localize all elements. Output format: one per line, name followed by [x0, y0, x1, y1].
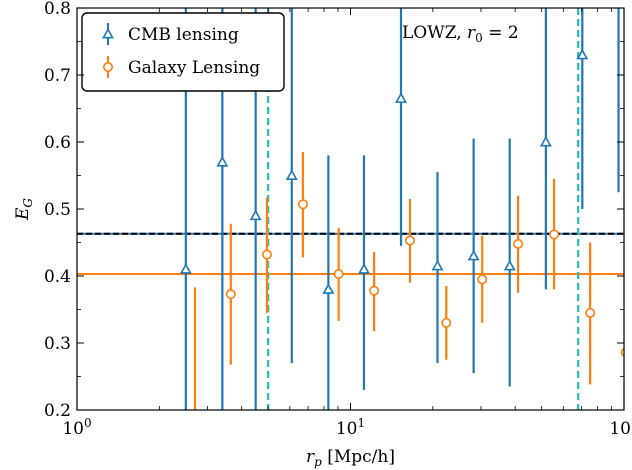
cmb-point-4 — [322, 283, 335, 294]
cmb-point-5 — [358, 263, 370, 274]
legend: CMB lensing Galaxy Lensing — [81, 12, 285, 92]
axes: 0.2 0.3 0.4 0.5 0.6 0.7 0.8 100 101 102 — [44, 0, 632, 439]
galaxy-point-11 — [585, 307, 596, 318]
plot-clipped — [77, 8, 624, 410]
y-tick-label-3: 0.5 — [44, 200, 71, 220]
y-axis-label: EG — [13, 198, 35, 221]
galaxy-point-4 — [333, 268, 344, 279]
cmb-point-6 — [395, 92, 407, 103]
annotation-text: LOWZ, r0 = 2 — [402, 23, 519, 45]
y-tick-label-2: 0.4 — [44, 267, 71, 287]
legend-label-cmb: CMB lensing — [128, 25, 239, 45]
x-tick-label-0: 100 — [62, 416, 91, 439]
galaxy-point-7 — [441, 317, 452, 328]
cmb-point-7 — [431, 259, 444, 271]
galaxy-point-9 — [513, 238, 524, 249]
galaxy-point-2 — [261, 249, 272, 260]
y-tick-label-1: 0.3 — [44, 334, 71, 354]
y-tick-label-5: 0.7 — [44, 66, 71, 86]
cmb-point-0 — [179, 263, 192, 274]
galaxy-point-1 — [225, 289, 236, 300]
cmb-point-10 — [539, 135, 552, 147]
cmb-point-1 — [216, 155, 229, 167]
cmb-point-8 — [467, 249, 480, 261]
x-axis-label: rp [Mpc/h] — [306, 447, 395, 469]
y-tick-label-4: 0.6 — [44, 133, 71, 153]
x-tick-label-2: 102 — [609, 416, 632, 439]
legend-marker-galaxy — [103, 61, 114, 72]
x-tick-label-1: 101 — [336, 416, 365, 439]
galaxy-point-3 — [297, 199, 308, 210]
legend-marker-cmb — [102, 27, 114, 39]
galaxy-point-8 — [477, 274, 488, 285]
cmb-point-2 — [249, 209, 262, 221]
cmb-point-3 — [285, 169, 298, 180]
cmb-point-9 — [503, 259, 516, 271]
galaxy-point-10 — [549, 229, 560, 240]
galaxy-point-12 — [620, 347, 624, 358]
cmb-point-11 — [576, 48, 589, 60]
galaxy-point-5 — [369, 285, 380, 296]
annotation-lowz: LOWZ, r0 = 2 — [402, 23, 519, 45]
legend-box — [81, 12, 285, 92]
plot-area — [77, 8, 624, 410]
y-tick-label-6: 0.8 — [44, 0, 71, 19]
y-tick-label-0: 0.2 — [44, 401, 71, 421]
galaxy-point-6 — [404, 235, 415, 246]
legend-label-galaxy: Galaxy Lensing — [128, 58, 260, 78]
